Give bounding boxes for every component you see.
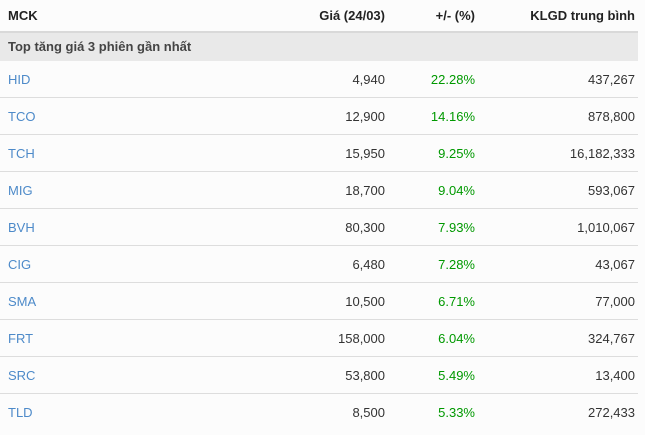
stock-symbol-link[interactable]: CIG xyxy=(8,257,32,272)
table-row: TCH 15,950 9.25% 16,182,333 xyxy=(0,134,638,172)
symbol-cell: MIG xyxy=(0,171,245,209)
symbol-cell: TLD xyxy=(0,394,245,431)
change-cell: 9.04% xyxy=(388,171,478,209)
column-header-volume: KLGD trung bình xyxy=(530,8,635,23)
table-row: BVH 80,300 7.93% 1,010,067 xyxy=(0,208,638,246)
table-row: FRT 158,000 6.04% 324,767 xyxy=(0,319,638,357)
symbol-cell: FRT xyxy=(0,319,245,357)
volume-cell: 16,182,333 xyxy=(478,134,638,172)
change-cell: 22.28% xyxy=(388,61,478,98)
table-row: CIG 6,480 7.28% 43,067 xyxy=(0,245,638,283)
column-header-price: Giá (24/03) xyxy=(319,8,385,23)
price-cell: 8,500 xyxy=(352,405,385,420)
volume-cell: 324,767 xyxy=(478,319,638,357)
volume-cell: 437,267 xyxy=(478,61,638,98)
table-row: SRC 53,800 5.49% 13,400 xyxy=(0,356,638,394)
change-cell: 6.04% xyxy=(388,319,478,357)
price-cell: 12,900 xyxy=(245,97,388,135)
change-cell: 9.25% xyxy=(388,134,478,172)
stock-symbol-link[interactable]: TCH xyxy=(8,146,35,161)
price-cell: 158,000 xyxy=(245,319,388,357)
symbol-cell: HID xyxy=(0,61,245,98)
price-cell: 18,700 xyxy=(245,171,388,209)
change-cell: 6.71% xyxy=(388,282,478,320)
change-cell: 5.33% xyxy=(438,405,475,420)
stock-symbol-link[interactable]: FRT xyxy=(8,331,34,346)
volume-cell: 13,400 xyxy=(478,356,638,394)
table-row: HID 4,940 22.28% 437,267 xyxy=(0,61,638,98)
section-title: Top tăng giá 3 phiên gần nhất xyxy=(0,31,638,61)
header-row: MCK Giá (24/03) +/- (%) KLGD trung bình xyxy=(0,0,638,32)
volume-cell: 593,067 xyxy=(478,171,638,209)
stock-symbol-link[interactable]: SMA xyxy=(8,294,37,309)
symbol-cell: SMA xyxy=(0,282,245,320)
stock-symbol-link[interactable]: TCO xyxy=(8,109,36,124)
change-cell: 7.93% xyxy=(388,208,478,246)
stock-symbol-link[interactable]: MIG xyxy=(8,183,33,198)
price-cell: 15,950 xyxy=(245,134,388,172)
symbol-cell: CIG xyxy=(0,245,245,283)
price-cell: 6,480 xyxy=(245,245,388,283)
stock-symbol-link[interactable]: BVH xyxy=(8,220,35,235)
change-cell: 7.28% xyxy=(388,245,478,283)
table-row: MIG 18,700 9.04% 593,067 xyxy=(0,171,638,209)
volume-cell: 272,433 xyxy=(588,405,635,420)
volume-cell: 43,067 xyxy=(478,245,638,283)
symbol-cell: TCO xyxy=(0,97,245,135)
stock-symbol-link[interactable]: TLD xyxy=(8,405,33,420)
symbol-cell: BVH xyxy=(0,208,245,246)
table-row: TCO 12,900 14.16% 878,800 xyxy=(0,97,638,135)
table-row: TLD 8,500 5.33% 272,433 xyxy=(0,394,638,431)
price-cell: 80,300 xyxy=(245,208,388,246)
change-cell: 5.49% xyxy=(388,356,478,394)
volume-cell: 878,800 xyxy=(478,97,638,135)
column-header-symbol: MCK xyxy=(8,8,38,23)
stock-symbol-link[interactable]: SRC xyxy=(8,368,36,383)
price-cell: 10,500 xyxy=(245,282,388,320)
section-header-row: Top tăng giá 3 phiên gần nhất xyxy=(0,31,638,61)
column-header-change: +/- (%) xyxy=(435,8,475,23)
symbol-cell: SRC xyxy=(0,356,245,394)
stock-symbol-link[interactable]: HID xyxy=(8,72,31,87)
change-cell: 14.16% xyxy=(388,97,478,135)
price-cell: 53,800 xyxy=(245,356,388,394)
volume-cell: 1,010,067 xyxy=(478,208,638,246)
table-row: SMA 10,500 6.71% 77,000 xyxy=(0,282,638,320)
volume-cell: 77,000 xyxy=(478,282,638,320)
price-cell: 4,940 xyxy=(245,61,388,98)
symbol-cell: TCH xyxy=(0,134,245,172)
